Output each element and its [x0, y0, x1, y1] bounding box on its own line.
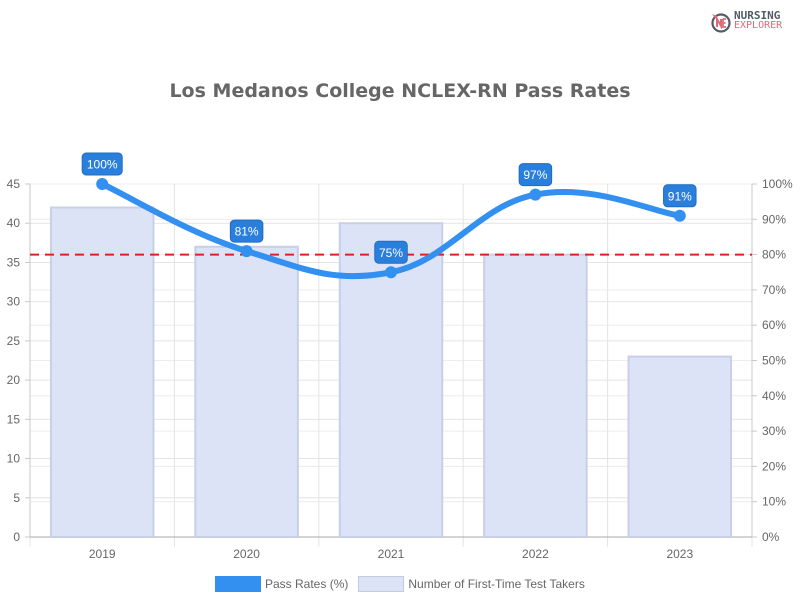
left-axis-tick-label: 20 [7, 373, 21, 387]
right-axis-tick-label: 10% [762, 495, 786, 509]
legend-swatch-pass-rates [215, 576, 261, 592]
bar-test-takers [627, 355, 733, 539]
data-label-box [229, 219, 264, 243]
data-label-text: 97% [523, 168, 547, 182]
right-axis-tick-label: 30% [762, 424, 786, 438]
nursing-explorer-logo: NURSING EXPLORER [708, 8, 798, 34]
legend-swatch-test-takers [358, 576, 405, 592]
bar-test-takers [49, 206, 155, 539]
x-axis-tick-label: 2020 [233, 547, 260, 561]
legend-label-test-takers: Number of First-Time Test Takers [408, 577, 585, 591]
bar-test-takers [483, 253, 588, 538]
right-axis-tick-label: 20% [762, 459, 786, 473]
legend-item-pass-rates[interactable]: Pass Rates (%) [215, 576, 348, 592]
data-label-text: 91% [668, 189, 692, 203]
data-label-box [374, 240, 408, 264]
pass-rate-point [385, 266, 397, 279]
left-axis-tick-label: 45 [7, 177, 21, 191]
left-axis-tick-label: 0 [13, 530, 20, 544]
left-axis-tick-label: 40 [7, 216, 21, 230]
data-label-box [663, 184, 697, 208]
logo-text-nursing: NURSING [734, 9, 781, 22]
right-axis-tick-label: 90% [762, 212, 786, 226]
right-axis-tick-label: 40% [762, 389, 786, 403]
x-axis-tick-label: 2019 [89, 547, 116, 561]
right-axis-tick-label: 100% [762, 177, 793, 191]
data-label-text: 75% [379, 246, 403, 260]
left-axis-tick-label: 10 [7, 452, 21, 466]
legend-label-pass-rates: Pass Rates (%) [265, 577, 349, 591]
left-axis-tick-label: 35 [7, 255, 21, 269]
right-axis-tick-label: 80% [762, 248, 786, 262]
x-axis-tick-label: 2022 [522, 547, 549, 561]
pass-rate-point [529, 188, 542, 201]
chart-legend: Pass Rates (%) Number of First-Time Test… [215, 576, 595, 592]
left-axis-tick-label: 30 [7, 295, 21, 309]
data-label-box [518, 163, 553, 187]
right-axis-tick-label: 60% [762, 318, 786, 332]
x-axis-tick-label: 2021 [378, 547, 405, 561]
left-axis-tick-label: 15 [7, 412, 21, 426]
pass-rate-point [240, 245, 253, 258]
legend-item-test-takers[interactable]: Number of First-Time Test Takers [358, 576, 585, 592]
left-axis-tick-label: 5 [13, 491, 20, 505]
chart-title: Los Medanos College NCLEX-RN Pass Rates [169, 80, 631, 102]
pass-rate-point [673, 209, 686, 222]
data-label-text: 81% [235, 225, 259, 239]
logo-icon [711, 13, 731, 33]
right-axis-tick-label: 0% [762, 530, 780, 544]
bar-test-takers [194, 245, 299, 538]
x-axis-tick-label: 2023 [666, 547, 693, 561]
left-axis-tick-label: 25 [7, 334, 21, 348]
right-axis-tick-label: 70% [762, 283, 786, 297]
data-label-text: 100% [87, 158, 118, 172]
data-label-box [81, 152, 123, 176]
pass-rate-point [96, 178, 109, 190]
right-axis-tick-label: 50% [762, 354, 786, 368]
logo-text-explorer: EXPLORER [734, 20, 783, 31]
